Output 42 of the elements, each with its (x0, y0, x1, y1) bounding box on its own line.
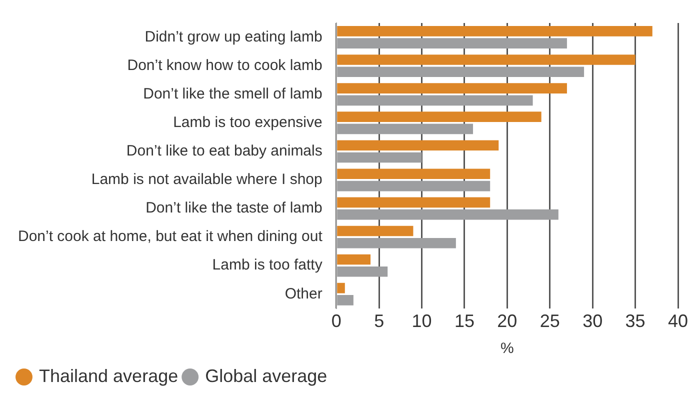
bar (337, 238, 456, 248)
bar (337, 38, 567, 48)
bar (337, 180, 490, 192)
bar (337, 152, 422, 163)
bar (337, 168, 490, 180)
bar (337, 26, 652, 36)
x-tick-label: 40 (668, 311, 688, 332)
y-tick-label: Don’t like to eat baby animals (126, 142, 322, 160)
bar (337, 140, 499, 151)
bar (337, 254, 371, 265)
legend-label: Global average (205, 366, 328, 386)
bar (337, 226, 414, 236)
x-tick-label: 5 (374, 311, 384, 332)
bar (337, 266, 388, 277)
y-tick-label: Lamb is not available where I shop (91, 171, 322, 188)
bar (337, 197, 490, 208)
x-axis-title: % (500, 340, 514, 358)
bar (337, 282, 345, 294)
bar (337, 209, 558, 220)
bar (337, 83, 567, 94)
x-tick-label: 25 (540, 311, 560, 332)
x-tick-label: 35 (625, 311, 646, 332)
x-tick-label: 20 (497, 311, 518, 332)
y-tick-label: Other (284, 285, 322, 302)
legend-label: Thailand average (39, 366, 178, 386)
y-tick-label: Don’t like the smell of lamb (143, 85, 322, 102)
bar (337, 66, 584, 78)
y-tick-label: Lamb is too expensive (173, 114, 322, 132)
x-tick-label: 0 (331, 311, 342, 332)
bar (337, 112, 542, 122)
x-tick-label: 30 (582, 311, 603, 332)
x-tick-label: 10 (412, 311, 432, 332)
y-tick-label: Don’t know how to cook lamb (127, 56, 322, 74)
y-tick-label: Lamb is too fatty (212, 256, 323, 274)
bar (337, 95, 533, 106)
x-tick-label: 15 (454, 311, 474, 332)
bar (337, 295, 354, 306)
bar (337, 124, 474, 134)
y-tick-label: Don’t cook at home, but eat it when dining out (18, 228, 324, 246)
y-tick-label: Don’t like the taste of lamb (146, 200, 322, 217)
bar (337, 54, 636, 65)
y-tick-label: Didn’t grow up eating lamb (144, 28, 322, 46)
